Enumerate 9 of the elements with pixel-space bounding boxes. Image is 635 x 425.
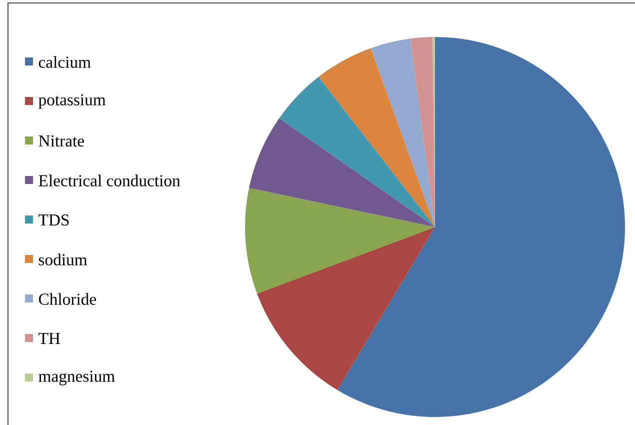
legend-label: sodium [38,254,88,266]
legend-label: calcium [38,56,91,68]
legend-label: TDS [38,214,69,226]
legend-label: Chloride [38,293,96,305]
legend-label: Electrical conduction [38,174,180,186]
legend-label: magnesium [38,370,115,386]
legend-label: Nitrate [38,135,84,147]
legend-label: TH [38,333,60,344]
legend-label: potassium [38,94,106,109]
